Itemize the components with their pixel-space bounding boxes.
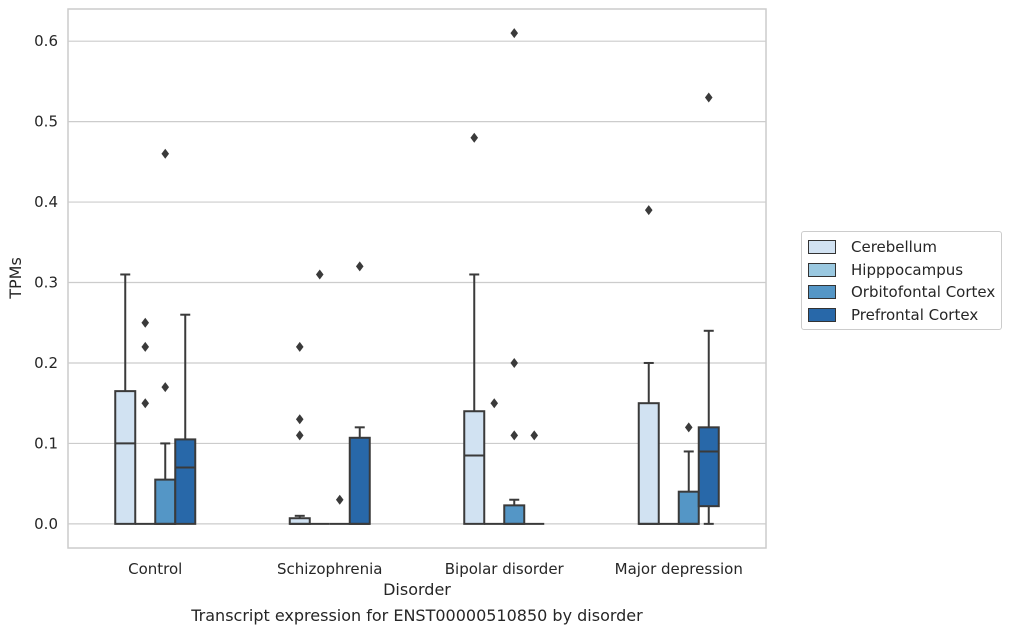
box-iqr xyxy=(463,410,486,525)
outlier-point xyxy=(141,341,150,352)
outlier-point xyxy=(355,261,364,272)
x-tick-label: Schizophrenia xyxy=(277,560,382,578)
box-cerebellum-3 xyxy=(637,205,660,525)
plot-frame xyxy=(67,8,767,549)
box-cerebellum-1 xyxy=(288,341,311,525)
figure-caption: Transcript expression for ENST0000051085… xyxy=(191,606,643,625)
box-iqr xyxy=(154,478,177,525)
box-cerebellum-0 xyxy=(114,273,137,525)
legend-label: Prefrontal Cortex xyxy=(851,305,979,324)
x-tick-label: Bipolar disorder xyxy=(445,560,565,578)
legend: Cerebellum Hipppocampus Orbitofontal Corte… xyxy=(801,231,1002,330)
box-orbitofontal-cortex-3 xyxy=(677,422,700,525)
box-iqr xyxy=(503,504,526,525)
outlier-point xyxy=(141,317,150,328)
outlier-point xyxy=(295,341,304,352)
x-tick-label: Control xyxy=(128,560,182,578)
outlier-point xyxy=(530,430,539,441)
x-tick-label: Major depression xyxy=(615,560,743,578)
legend-label: Cerebellum xyxy=(851,238,937,257)
box-iqr xyxy=(174,438,197,525)
y-axis-ticks: 0.0 0.1 0.2 0.3 0.4 0.5 0.6 xyxy=(34,32,58,533)
box-hipppocampus-2 xyxy=(484,398,505,525)
y-tick-label: 0.4 xyxy=(34,193,58,211)
x-axis-label: Disorder xyxy=(383,580,451,599)
box-prefrontal-cortex-0 xyxy=(174,313,197,525)
box-iqr xyxy=(348,436,371,525)
outlier-point xyxy=(161,382,170,393)
box-hipppocampus-0 xyxy=(135,317,156,525)
outlier-point xyxy=(335,494,344,505)
outlier-point xyxy=(510,28,519,39)
box-iqr xyxy=(637,402,660,525)
boxes-layer xyxy=(114,28,720,525)
legend-label: Orbitofontal Cortex xyxy=(851,283,996,302)
y-tick-label: 0.0 xyxy=(34,515,58,533)
outlier-point xyxy=(704,92,713,103)
legend-swatch xyxy=(808,262,836,277)
box-prefrontal-cortex-3 xyxy=(697,92,720,525)
outlier-point xyxy=(161,148,170,159)
box-prefrontal-cortex-1 xyxy=(348,261,371,525)
box-hipppocampus-1 xyxy=(309,269,330,525)
legend-swatch xyxy=(808,307,836,322)
outlier-point xyxy=(295,414,304,425)
outlier-point xyxy=(470,132,479,143)
legend-item: Cerebellum xyxy=(802,236,1001,259)
y-tick-label: 0.6 xyxy=(34,32,58,50)
outlier-point xyxy=(490,398,499,409)
box-orbitofontal-cortex-2 xyxy=(503,28,526,525)
box-prefrontal-cortex-2 xyxy=(524,430,545,525)
legend-item: Hipppocampus xyxy=(802,259,1001,282)
y-tick-label: 0.2 xyxy=(34,354,58,372)
box-iqr xyxy=(677,490,700,525)
gridlines xyxy=(68,40,766,525)
y-axis-label: TPMs xyxy=(6,257,25,300)
box-cerebellum-2 xyxy=(463,132,486,525)
legend-item: Prefrontal Cortex xyxy=(802,304,1001,327)
legend-item: Orbitofontal Cortex xyxy=(802,281,1001,304)
box-iqr xyxy=(114,390,137,525)
outlier-point xyxy=(295,430,304,441)
outlier-point xyxy=(141,398,150,409)
box-orbitofontal-cortex-0 xyxy=(154,148,177,525)
legend-swatch xyxy=(808,240,836,255)
box-iqr xyxy=(697,426,720,508)
outlier-point xyxy=(510,430,519,441)
outlier-point xyxy=(510,357,519,368)
legend-label: Hipppocampus xyxy=(851,260,964,279)
y-tick-label: 0.1 xyxy=(34,434,58,452)
outlier-point xyxy=(315,269,324,280)
y-tick-label: 0.3 xyxy=(34,274,58,292)
outlier-point xyxy=(644,205,653,216)
x-axis-ticks: Control Schizophrenia Bipolar disorder Majo… xyxy=(128,560,743,578)
outlier-point xyxy=(684,422,693,433)
box-orbitofontal-cortex-1 xyxy=(329,494,350,525)
legend-swatch xyxy=(808,285,836,300)
y-tick-label: 0.5 xyxy=(34,113,58,131)
